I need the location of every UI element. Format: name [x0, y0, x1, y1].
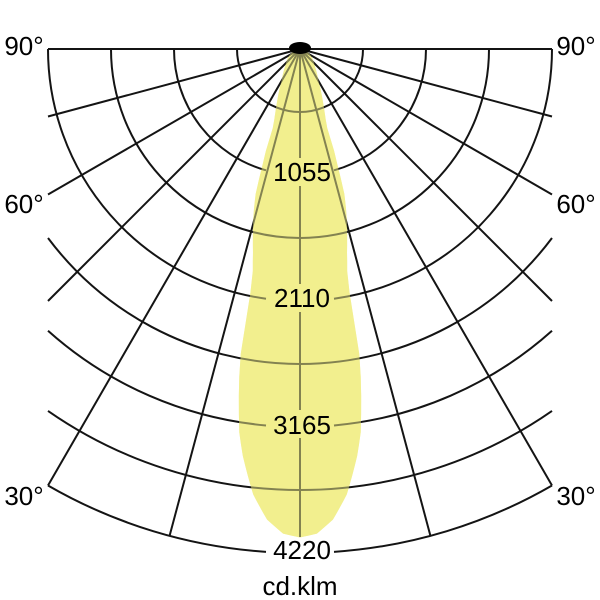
beam-lobe-overlay [238, 49, 362, 538]
angle-label-60-right: 60° [556, 189, 596, 219]
grid-spoke [299, 48, 553, 302]
radial-tick-label-3165: 3165 [273, 410, 331, 440]
polar-grid [47, 48, 553, 553]
grid-arc [333, 48, 553, 300]
luminaire-pole-dot [289, 42, 311, 54]
grid-spoke [47, 48, 301, 196]
angle-label-90-left: 90° [4, 31, 44, 61]
angle-label-30-left: 30° [4, 481, 44, 511]
grid-spoke [47, 48, 301, 486]
grid-spoke [47, 48, 301, 118]
grid-spoke [299, 48, 553, 196]
grid-arc [173, 48, 267, 172]
angle-label-90-right: 90° [556, 31, 596, 61]
grid-arc [47, 48, 267, 300]
grid-arc [333, 329, 553, 427]
radial-tick-label-2110: 2110 [274, 283, 330, 313]
grid-arc [47, 484, 267, 553]
angle-label-60-left: 60° [4, 189, 44, 219]
radial-tick-label-4220: 4220 [273, 535, 331, 565]
unit-label: cd.klm [262, 571, 338, 600]
angle-label-30-right: 30° [556, 481, 596, 511]
grid-spoke [47, 48, 301, 302]
grid-arc [47, 329, 267, 427]
grid-arc [333, 484, 553, 553]
radial-tick-label-1055: 1055 [273, 157, 331, 187]
grid-arc [333, 48, 427, 172]
grid-spoke [299, 48, 553, 486]
grid-spoke [299, 48, 553, 118]
